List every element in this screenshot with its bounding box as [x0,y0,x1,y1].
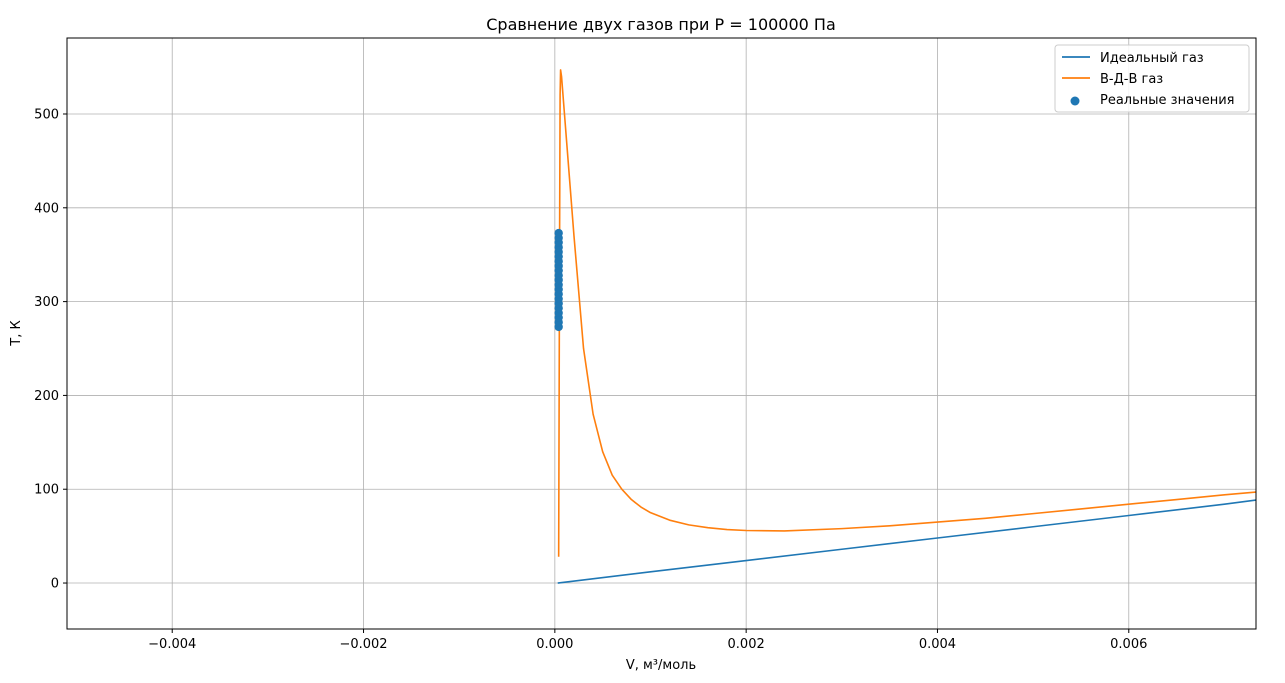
y-tick-label: 100 [34,483,59,498]
y-axis-label: T, К [9,320,24,346]
legend-box [1054,44,1250,113]
x-tick-label: −0.004 [148,637,196,652]
chart-title: Сравнение двух газов при P = 100000 Па [486,15,836,34]
y-tick-label: 400 [34,201,59,216]
axis-ticks: −0.004 −0.002 0.000 0.002 0.004 0.006 0 100 200 3… [34,107,1147,652]
plot-area [554,69,1256,584]
series-line-0 [557,499,1256,584]
axes-frame [66,37,1257,630]
legend-entry-label: В-Д-В газ [1100,72,1163,87]
y-tick-label: 300 [34,295,59,310]
x-tick-label: 0.002 [728,637,765,652]
x-axis-label: V, м³/моль [626,658,696,673]
y-tick-label: 200 [34,389,59,404]
x-tick-label: −0.002 [339,637,387,652]
series-line-1 [557,69,1256,557]
legend-marker-swatch [1070,96,1080,106]
x-tick-label: 0.000 [536,637,573,652]
x-tick-label: 0.006 [1110,637,1147,652]
scatter-point [554,228,563,238]
legend-entry-label: Идеальный газ [1100,51,1204,66]
y-tick-label: 0 [51,577,59,592]
x-tick-label: 0.004 [919,637,956,652]
grid-lines [67,38,1256,629]
y-tick-label: 500 [34,107,59,122]
legend-entry-label: Реальные значения [1100,93,1235,108]
legend: Идеальный газ В-Д-В газ Реальные значения [1054,44,1250,113]
